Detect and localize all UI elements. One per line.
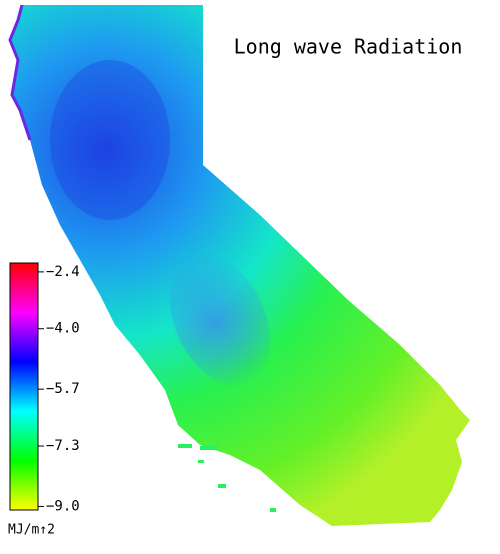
map-title: Long wave Radiation <box>234 35 463 59</box>
colorbar-unit: MJ/m↑2 <box>8 523 55 538</box>
colorbar-tick-label: −2.4 <box>46 264 80 280</box>
islands <box>178 444 276 512</box>
colorbar: −2.4 −4.0 −5.7 −7.3 −9.0 MJ/m↑2 <box>8 262 80 538</box>
colorbar-tick-label: −4.0 <box>46 321 80 337</box>
colorbar-tick-label: −9.0 <box>46 498 80 514</box>
valley-shading <box>169 253 271 387</box>
colorbar-tick-label: −5.7 <box>46 381 80 397</box>
colorbar-gradient <box>9 262 39 511</box>
colorbar-tick-label: −7.3 <box>46 438 80 454</box>
california-shape <box>10 5 470 526</box>
coast-edge <box>8 4 32 141</box>
north-shading <box>50 60 170 220</box>
